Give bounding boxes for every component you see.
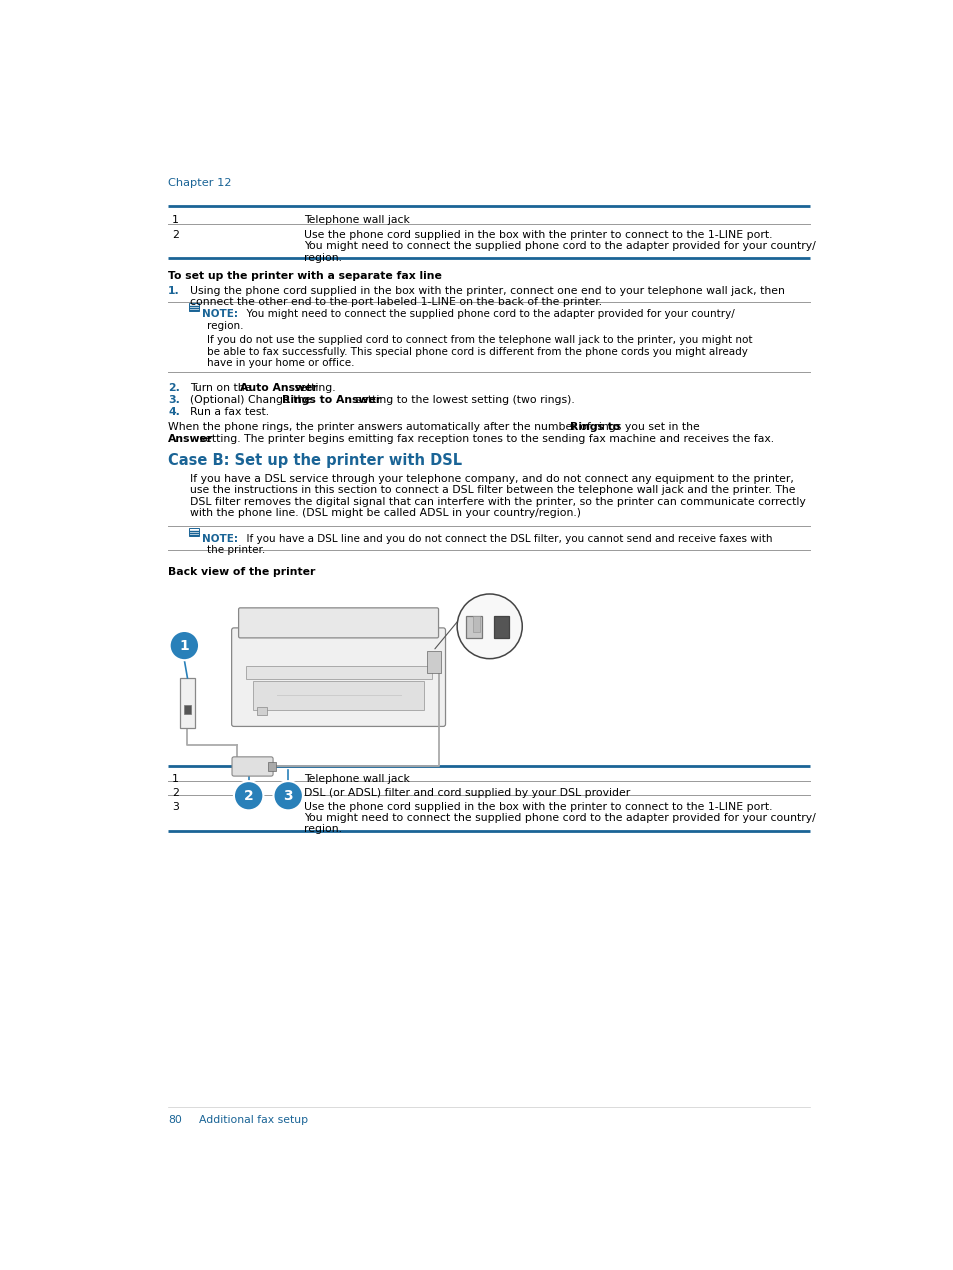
Text: Telephone wall jack: Telephone wall jack (303, 215, 409, 225)
Text: 1-LINE: 1-LINE (464, 612, 490, 621)
Bar (189, 304, 199, 311)
Text: NOTE:: NOTE: (202, 310, 238, 319)
Text: setting.: setting. (291, 382, 335, 392)
Bar (493, 616, 509, 638)
Text: Case B: Set up the printer with DSL: Case B: Set up the printer with DSL (168, 453, 461, 469)
Text: 1: 1 (179, 639, 189, 653)
Bar (245, 665, 431, 679)
Bar (179, 678, 195, 728)
Text: setting. The printer begins emitting fax reception tones to the sending fax mach: setting. The printer begins emitting fax… (195, 434, 773, 443)
Text: If you do not use the supplied cord to connect from the telephone wall jack to t: If you do not use the supplied cord to c… (207, 335, 752, 345)
Text: DSL filter removes the digital signal that can interfere with the printer, so th: DSL filter removes the digital signal th… (190, 497, 804, 507)
Text: 3: 3 (172, 801, 178, 812)
Text: Use the phone cord supplied in the box with the printer to connect to the 1-LINE: Use the phone cord supplied in the box w… (303, 801, 771, 812)
Text: 2: 2 (172, 230, 178, 240)
Text: You might need to connect the supplied phone cord to the adapter provided for yo: You might need to connect the supplied p… (303, 813, 815, 823)
Text: with the phone line. (DSL might be called ADSL in your country/region.): with the phone line. (DSL might be calle… (190, 508, 580, 518)
Text: setting to the lowest setting (two rings).: setting to the lowest setting (two rings… (352, 395, 574, 405)
Text: be able to fax successfully. This special phone cord is different from the phone: be able to fax successfully. This specia… (207, 347, 747, 357)
Text: Additional fax setup: Additional fax setup (199, 1115, 308, 1125)
Text: 1: 1 (172, 773, 178, 784)
Text: 4.: 4. (168, 408, 180, 417)
Bar (257, 707, 266, 715)
Text: If you have a DSL line and you do not connect the DSL filter, you cannot send an: If you have a DSL line and you do not co… (240, 535, 772, 544)
Circle shape (456, 594, 521, 659)
Text: To set up the printer with a separate fax line: To set up the printer with a separate fa… (168, 271, 441, 281)
Text: If you have a DSL service through your telephone company, and do not connect any: If you have a DSL service through your t… (190, 474, 793, 484)
Text: 2: 2 (244, 789, 253, 803)
Text: Turn on the: Turn on the (190, 382, 254, 392)
Text: Answer: Answer (168, 434, 213, 443)
FancyBboxPatch shape (232, 627, 445, 726)
Text: region.: region. (303, 253, 341, 263)
Bar (184, 705, 191, 714)
Bar (189, 528, 199, 536)
Text: Chapter 12: Chapter 12 (168, 178, 232, 188)
Bar (268, 762, 275, 771)
Text: Telephone wall jack: Telephone wall jack (303, 773, 409, 784)
Text: region.: region. (303, 824, 341, 834)
Text: 3: 3 (283, 789, 293, 803)
Text: 3.: 3. (168, 395, 180, 405)
Text: Using the phone cord supplied in the box with the printer, connect one end to yo: Using the phone cord supplied in the box… (190, 286, 783, 296)
Circle shape (274, 781, 303, 810)
Bar (472, 616, 480, 632)
Text: DSL (or ADSL) filter and cord supplied by your DSL provider: DSL (or ADSL) filter and cord supplied b… (303, 787, 629, 798)
Text: Run a fax test.: Run a fax test. (190, 408, 269, 417)
Text: Rings to: Rings to (570, 423, 619, 433)
Text: use the instructions in this section to connect a DSL filter between the telepho: use the instructions in this section to … (190, 485, 795, 495)
Bar (466, 616, 481, 638)
Text: Use the phone cord supplied in the box with the printer to connect to the 1-LINE: Use the phone cord supplied in the box w… (303, 230, 771, 240)
Text: 1: 1 (172, 215, 178, 225)
Text: connect the other end to the port labeled 1-LINE on the back of the printer.: connect the other end to the port labele… (190, 297, 601, 307)
Text: Back view of the printer: Back view of the printer (168, 566, 315, 577)
Circle shape (233, 781, 263, 810)
Text: You might need to connect the supplied phone cord to the adapter provided for yo: You might need to connect the supplied p… (240, 310, 734, 319)
Text: (Optional) Change the: (Optional) Change the (190, 395, 314, 405)
Text: 2.: 2. (168, 382, 180, 392)
Text: You might need to connect the supplied phone cord to the adapter provided for yo: You might need to connect the supplied p… (303, 241, 815, 251)
Bar (427, 652, 440, 673)
Text: Rings to Answer: Rings to Answer (281, 395, 380, 405)
Text: When the phone rings, the printer answers automatically after the number of ring: When the phone rings, the printer answer… (168, 423, 702, 433)
Text: 2: 2 (172, 787, 178, 798)
Text: 80: 80 (168, 1115, 182, 1125)
Text: the printer.: the printer. (207, 546, 265, 555)
Text: region.: region. (207, 321, 243, 330)
Text: 2-EXT: 2-EXT (493, 612, 516, 621)
Text: NOTE:: NOTE: (202, 535, 238, 544)
Text: 1.: 1. (168, 286, 179, 296)
Circle shape (170, 631, 199, 660)
Bar (253, 681, 423, 710)
Text: Auto Answer: Auto Answer (240, 382, 317, 392)
FancyBboxPatch shape (238, 608, 438, 638)
Text: have in your home or office.: have in your home or office. (207, 358, 354, 368)
FancyBboxPatch shape (232, 757, 273, 776)
